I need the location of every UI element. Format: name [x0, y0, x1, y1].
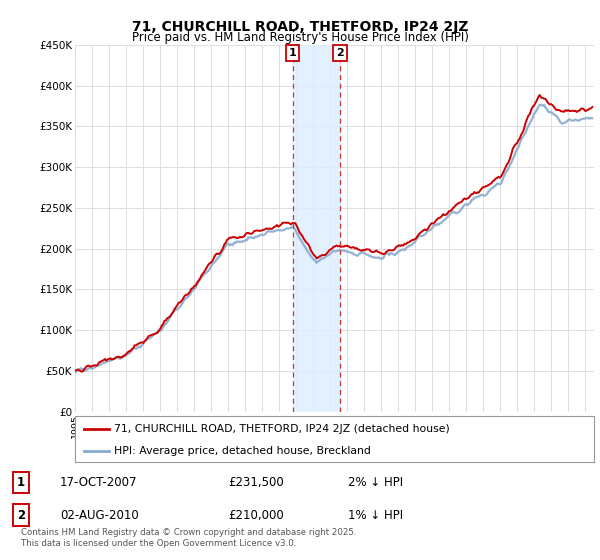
- Text: Contains HM Land Registry data © Crown copyright and database right 2025.
This d: Contains HM Land Registry data © Crown c…: [21, 528, 356, 548]
- Text: 2: 2: [336, 48, 344, 58]
- Text: 1: 1: [17, 475, 25, 489]
- Text: HPI: Average price, detached house, Breckland: HPI: Average price, detached house, Brec…: [114, 446, 371, 455]
- Bar: [293, 45, 340, 412]
- Text: 71, CHURCHILL ROAD, THETFORD, IP24 2JZ: 71, CHURCHILL ROAD, THETFORD, IP24 2JZ: [132, 20, 468, 34]
- Text: 2% ↓ HPI: 2% ↓ HPI: [348, 475, 403, 489]
- Text: Price paid vs. HM Land Registry's House Price Index (HPI): Price paid vs. HM Land Registry's House …: [131, 31, 469, 44]
- Text: 02-AUG-2010: 02-AUG-2010: [60, 508, 139, 521]
- Text: 2: 2: [17, 508, 25, 521]
- Text: £210,000: £210,000: [228, 508, 284, 521]
- Text: 71, CHURCHILL ROAD, THETFORD, IP24 2JZ (detached house): 71, CHURCHILL ROAD, THETFORD, IP24 2JZ (…: [114, 424, 449, 434]
- Text: 1% ↓ HPI: 1% ↓ HPI: [348, 508, 403, 521]
- Text: 1: 1: [289, 48, 296, 58]
- Text: 17-OCT-2007: 17-OCT-2007: [60, 475, 137, 489]
- Text: £231,500: £231,500: [228, 475, 284, 489]
